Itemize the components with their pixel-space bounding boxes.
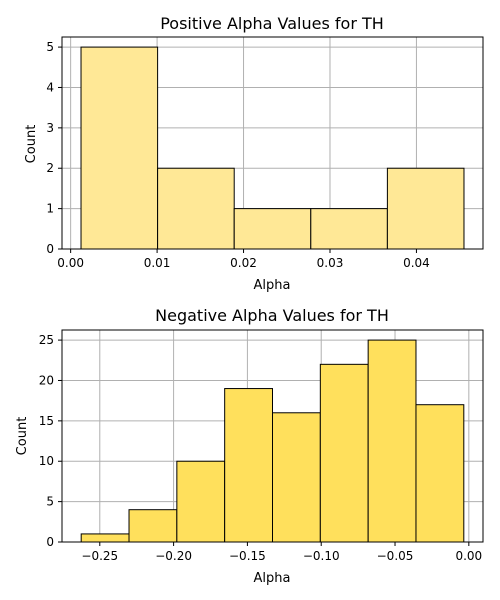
x-tick-label: −0.05	[377, 549, 414, 563]
histogram-bar	[224, 388, 274, 543]
histogram-bar	[80, 46, 159, 250]
histogram-bar	[310, 208, 388, 250]
x-tick-label: −0.10	[303, 549, 340, 563]
y-tick-label: 4	[46, 80, 54, 94]
negative-alpha-histogram: Negative Alpha Values for TH Alpha Count…	[15, 306, 484, 586]
y-tick-label: 0	[46, 535, 54, 549]
y-tick-label: 25	[39, 333, 54, 347]
y-tick-label: 15	[39, 414, 54, 428]
y-tick-label: 20	[39, 373, 54, 387]
x-tick-label: −0.15	[229, 549, 266, 563]
histogram-bar	[176, 460, 226, 543]
y-tick-label: 10	[39, 454, 54, 468]
histogram-bar	[319, 363, 369, 543]
x-tick-label: 0.01	[144, 256, 171, 270]
x-tick-label: −0.20	[155, 549, 192, 563]
y-tick-label: 2	[46, 161, 54, 175]
histogram-bar	[272, 412, 321, 543]
y-tick-label: 1	[46, 202, 54, 216]
chart-title: Positive Alpha Values for TH	[160, 14, 384, 33]
y-axis-label: Count	[15, 417, 30, 456]
plot-frame	[61, 36, 484, 250]
y-tick-label: 5	[46, 40, 54, 54]
histogram-bar	[80, 533, 130, 543]
histogram-bar	[415, 404, 465, 543]
x-axis-label: Alpha	[254, 571, 291, 586]
histogram-bar	[128, 509, 178, 543]
y-axis-label: Count	[24, 125, 39, 164]
y-tick-label: 5	[46, 495, 54, 509]
y-tick-label: 3	[46, 121, 54, 135]
plot-frame	[61, 329, 484, 543]
x-axis-label: Alpha	[254, 278, 291, 293]
x-tick-label: 0.00	[455, 549, 482, 563]
x-tick-label: 0.03	[317, 256, 344, 270]
histogram-bar	[157, 167, 235, 250]
x-tick-label: −0.25	[81, 549, 118, 563]
histogram-bar	[367, 339, 417, 543]
x-tick-label: 0.00	[57, 256, 84, 270]
y-tick-label: 0	[46, 242, 54, 256]
positive-alpha-histogram: Positive Alpha Values for TH Alpha Count…	[24, 14, 484, 293]
chart-title: Negative Alpha Values for TH	[155, 306, 389, 325]
x-tick-label: 0.04	[403, 256, 430, 270]
histogram-bar	[233, 208, 312, 250]
histogram-bar	[386, 167, 465, 250]
x-tick-label: 0.02	[230, 256, 257, 270]
